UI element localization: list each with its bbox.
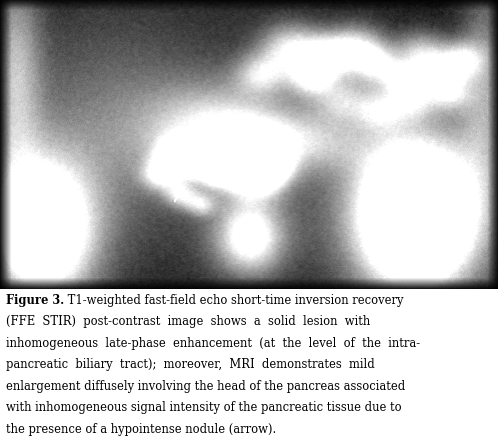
Text: inhomogeneous  late-phase  enhancement  (at  the  level  of  the  intra-: inhomogeneous late-phase enhancement (at… [6,337,420,350]
Text: the presence of a hypointense nodule (arrow).: the presence of a hypointense nodule (ar… [6,423,276,436]
Text: Figure 3.: Figure 3. [6,294,64,307]
Text: pancreatic  biliary  tract);  moreover,  MRI  demonstrates  mild: pancreatic biliary tract); moreover, MRI… [6,358,374,371]
Text: (FFE  STIR)  post-contrast  image  shows  a  solid  lesion  with: (FFE STIR) post-contrast image shows a s… [6,315,370,328]
Text: T1-weighted fast-field echo short-time inversion recovery: T1-weighted fast-field echo short-time i… [64,294,403,307]
Text: enlargement diffusely involving the head of the pancreas associated: enlargement diffusely involving the head… [6,380,405,393]
Text: with inhomogeneous signal intensity of the pancreatic tissue due to: with inhomogeneous signal intensity of t… [6,401,401,414]
